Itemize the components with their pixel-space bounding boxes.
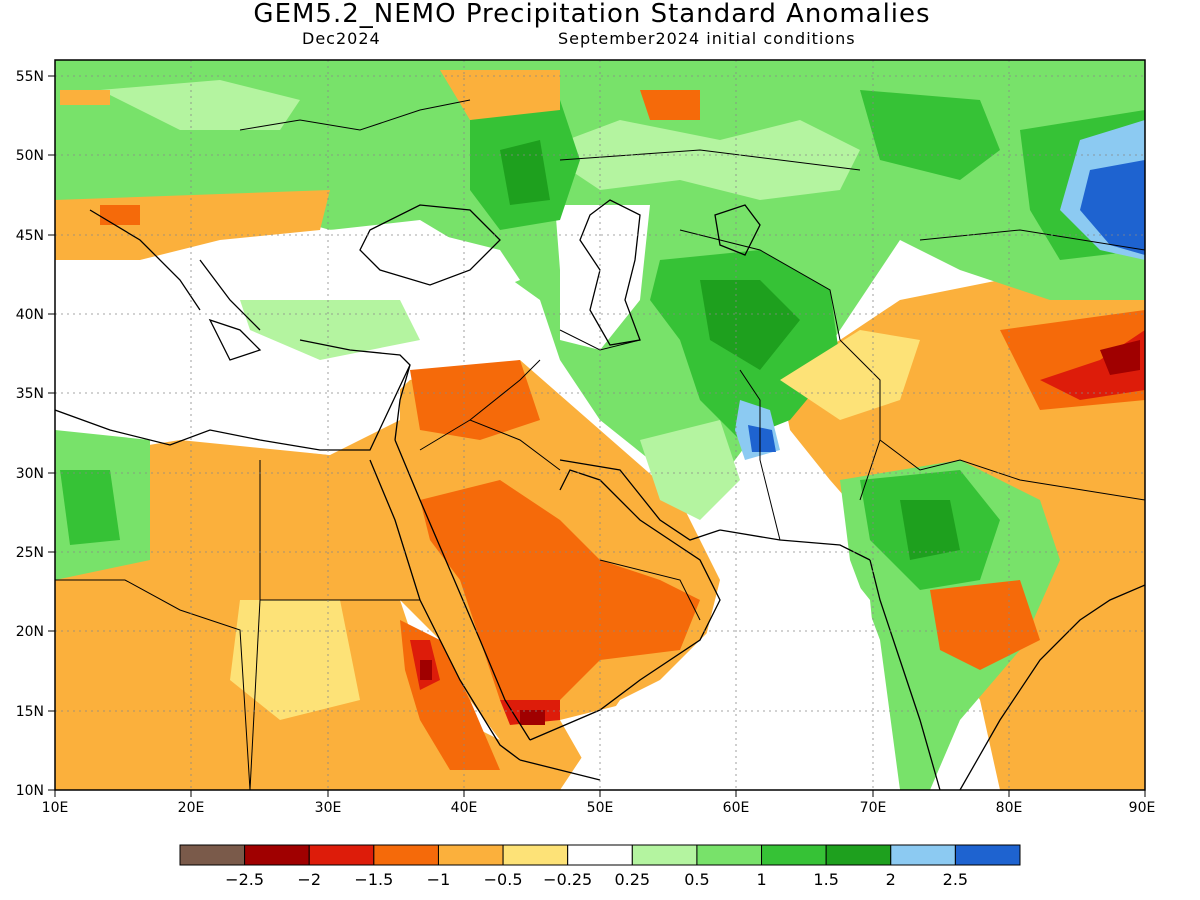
color-bar-label: −1: [427, 870, 451, 889]
graticule: [55, 60, 1145, 790]
color-bar-swatch: [761, 844, 827, 866]
lat-tick-label: 20N: [16, 624, 44, 640]
anomaly-map: [55, 60, 1145, 790]
color-bar-label: 1.5: [813, 870, 838, 889]
dry-cores: [55, 70, 1145, 770]
lon-tick-label: 40E: [451, 800, 478, 816]
color-bar-label: −1.5: [354, 870, 393, 889]
lat-tick-label: 15N: [16, 704, 44, 720]
lat-tick-label: 35N: [16, 386, 44, 402]
color-bar-swatch: [308, 844, 375, 866]
near-normal-areas: [55, 80, 900, 790]
initial-conditions: September2024 initial conditions: [558, 29, 856, 48]
forecast-month: Dec2024: [302, 29, 381, 48]
color-bar-swatch: [825, 844, 892, 866]
color-bar-label: −2: [297, 870, 321, 889]
color-bar-label: −0.25: [543, 870, 592, 889]
color-bar-labels: −2.5 −2 −1.5 −1 −0.5 −0.25 0.25 0.5 1 1.5 2 2.5: [225, 870, 968, 889]
lon-tick-label: 90E: [1129, 800, 1156, 816]
color-bar-label: 2: [886, 870, 896, 889]
lon-tick-label: 20E: [178, 800, 205, 816]
color-bar-swatch: [502, 844, 569, 866]
lat-tick-label: 55N: [16, 69, 44, 85]
lon-tick-label: 50E: [587, 800, 614, 816]
color-bar-label: 0.25: [614, 870, 650, 889]
lon-tick-label: 60E: [723, 800, 750, 816]
lat-tick-label: 50N: [16, 148, 44, 164]
lat-tick-label: 45N: [16, 228, 44, 244]
color-bar-label: 0.5: [684, 870, 709, 889]
color-bar: [179, 844, 1021, 866]
longitude-labels: 10E 20E 30E 40E 50E 60E 70E 80E 90E: [42, 800, 1156, 816]
latitude-labels: 10N 15N 20N 25N 30N 35N 40N 45N 50N 55N: [16, 69, 44, 799]
color-bar-swatch: [696, 844, 763, 866]
map-title: GEM5.2_NEMO Precipitation Standard Anoma…: [253, 0, 930, 29]
color-bar-swatch: [244, 844, 310, 866]
color-bar-label: 1: [756, 870, 766, 889]
color-bar-label: 2.5: [943, 870, 968, 889]
color-bar-swatch: [954, 844, 1021, 866]
lon-tick-label: 10E: [42, 800, 69, 816]
lat-tick-label: 40N: [16, 307, 44, 323]
color-bar-swatch: [631, 844, 698, 866]
color-bar-swatch: [373, 844, 439, 866]
color-bar-label: −2.5: [225, 870, 264, 889]
color-bar-swatch: [437, 844, 504, 866]
lon-tick-label: 30E: [315, 800, 342, 816]
color-bar-label: −0.5: [484, 870, 523, 889]
lat-tick-label: 25N: [16, 545, 44, 561]
tick-marks: [48, 75, 1146, 797]
color-bar-swatch: [890, 844, 956, 866]
lat-tick-label: 10N: [16, 783, 44, 799]
lon-tick-label: 80E: [996, 800, 1023, 816]
lon-tick-label: 70E: [860, 800, 887, 816]
color-bar-swatch: [179, 844, 246, 866]
coastlines: [55, 199, 1145, 790]
color-bar-swatch: [567, 844, 633, 866]
country-borders: [55, 99, 1145, 790]
lat-tick-label: 30N: [16, 466, 44, 482]
